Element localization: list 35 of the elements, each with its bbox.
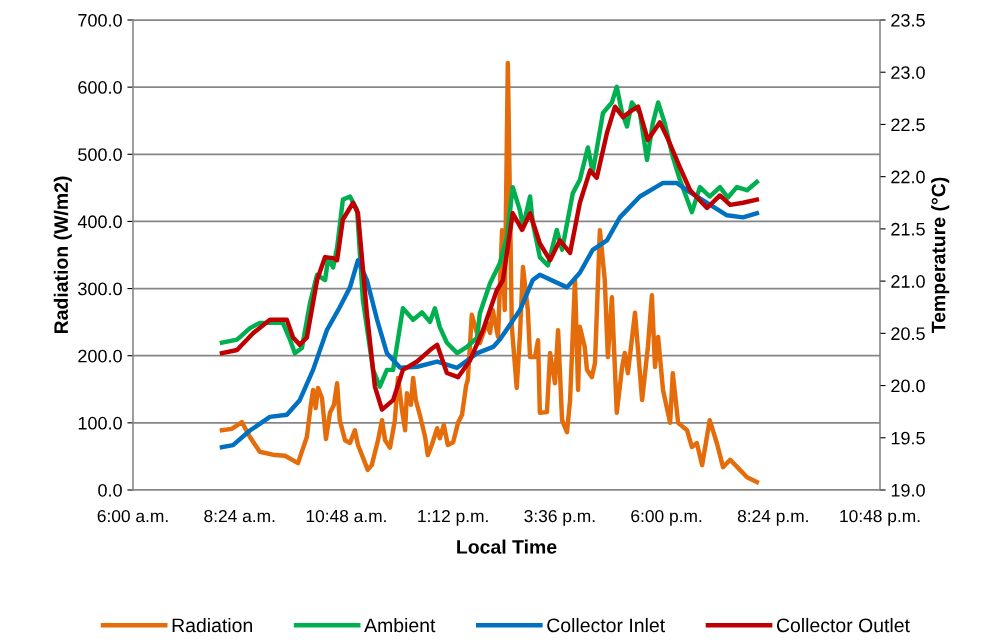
y-tick-label: 300.0 xyxy=(78,282,122,296)
y2-tick-label: 23.0 xyxy=(891,66,925,79)
y-axis-title: Radiation (W/m2) xyxy=(53,176,72,334)
x-tick-label: 10:48 p.m. xyxy=(840,509,920,526)
legend-label: Radiation xyxy=(172,617,252,633)
y2-tick-label: 19.0 xyxy=(891,483,925,497)
y2-tick-label: 20.5 xyxy=(891,327,925,341)
y-tick-label: 700.0 xyxy=(78,13,122,27)
y2-tick-label: 21.5 xyxy=(891,222,925,236)
x-tick-label: 8:24 p.m. xyxy=(737,509,808,526)
y-tick-label: 100.0 xyxy=(78,416,122,430)
y2-tick-label: 22.5 xyxy=(891,118,925,132)
y2-tick-label: 19.5 xyxy=(891,431,925,445)
y2-tick-label: 23.5 xyxy=(891,13,925,27)
line-series xyxy=(219,180,760,450)
x-tick-label: 6:00 p.m. xyxy=(631,509,702,526)
x-tick-label: 3:36 p.m. xyxy=(524,509,595,526)
y2-tick-label: 21.0 xyxy=(891,275,925,288)
y-tick-label: 500.0 xyxy=(78,148,122,162)
x-tick-label: 1:12 p.m. xyxy=(418,509,488,526)
y-tick-label: 0.0 xyxy=(98,483,122,497)
line-series xyxy=(219,60,760,485)
y-tick-label: 400.0 xyxy=(77,215,122,229)
x-axis-title: Local Time xyxy=(457,539,557,554)
y-tick-label: 600.0 xyxy=(78,81,122,94)
x-tick-label: 8:24 a.m. xyxy=(204,509,275,523)
y2-axis-title: Temperature (°C) xyxy=(931,177,950,334)
y-tick-label: 200.0 xyxy=(78,349,122,363)
legend-label: Ambient xyxy=(364,617,436,633)
y2-tick-label: 20.0 xyxy=(891,379,925,393)
x-tick-label: 10:48 a.m. xyxy=(306,509,386,523)
legend-label: Collector Outlet xyxy=(776,617,910,633)
x-tick-label: 6:00 a.m. xyxy=(97,509,168,523)
legend-label: Collector Inlet xyxy=(547,617,665,633)
y2-tick-label: 22.0 xyxy=(891,170,925,184)
